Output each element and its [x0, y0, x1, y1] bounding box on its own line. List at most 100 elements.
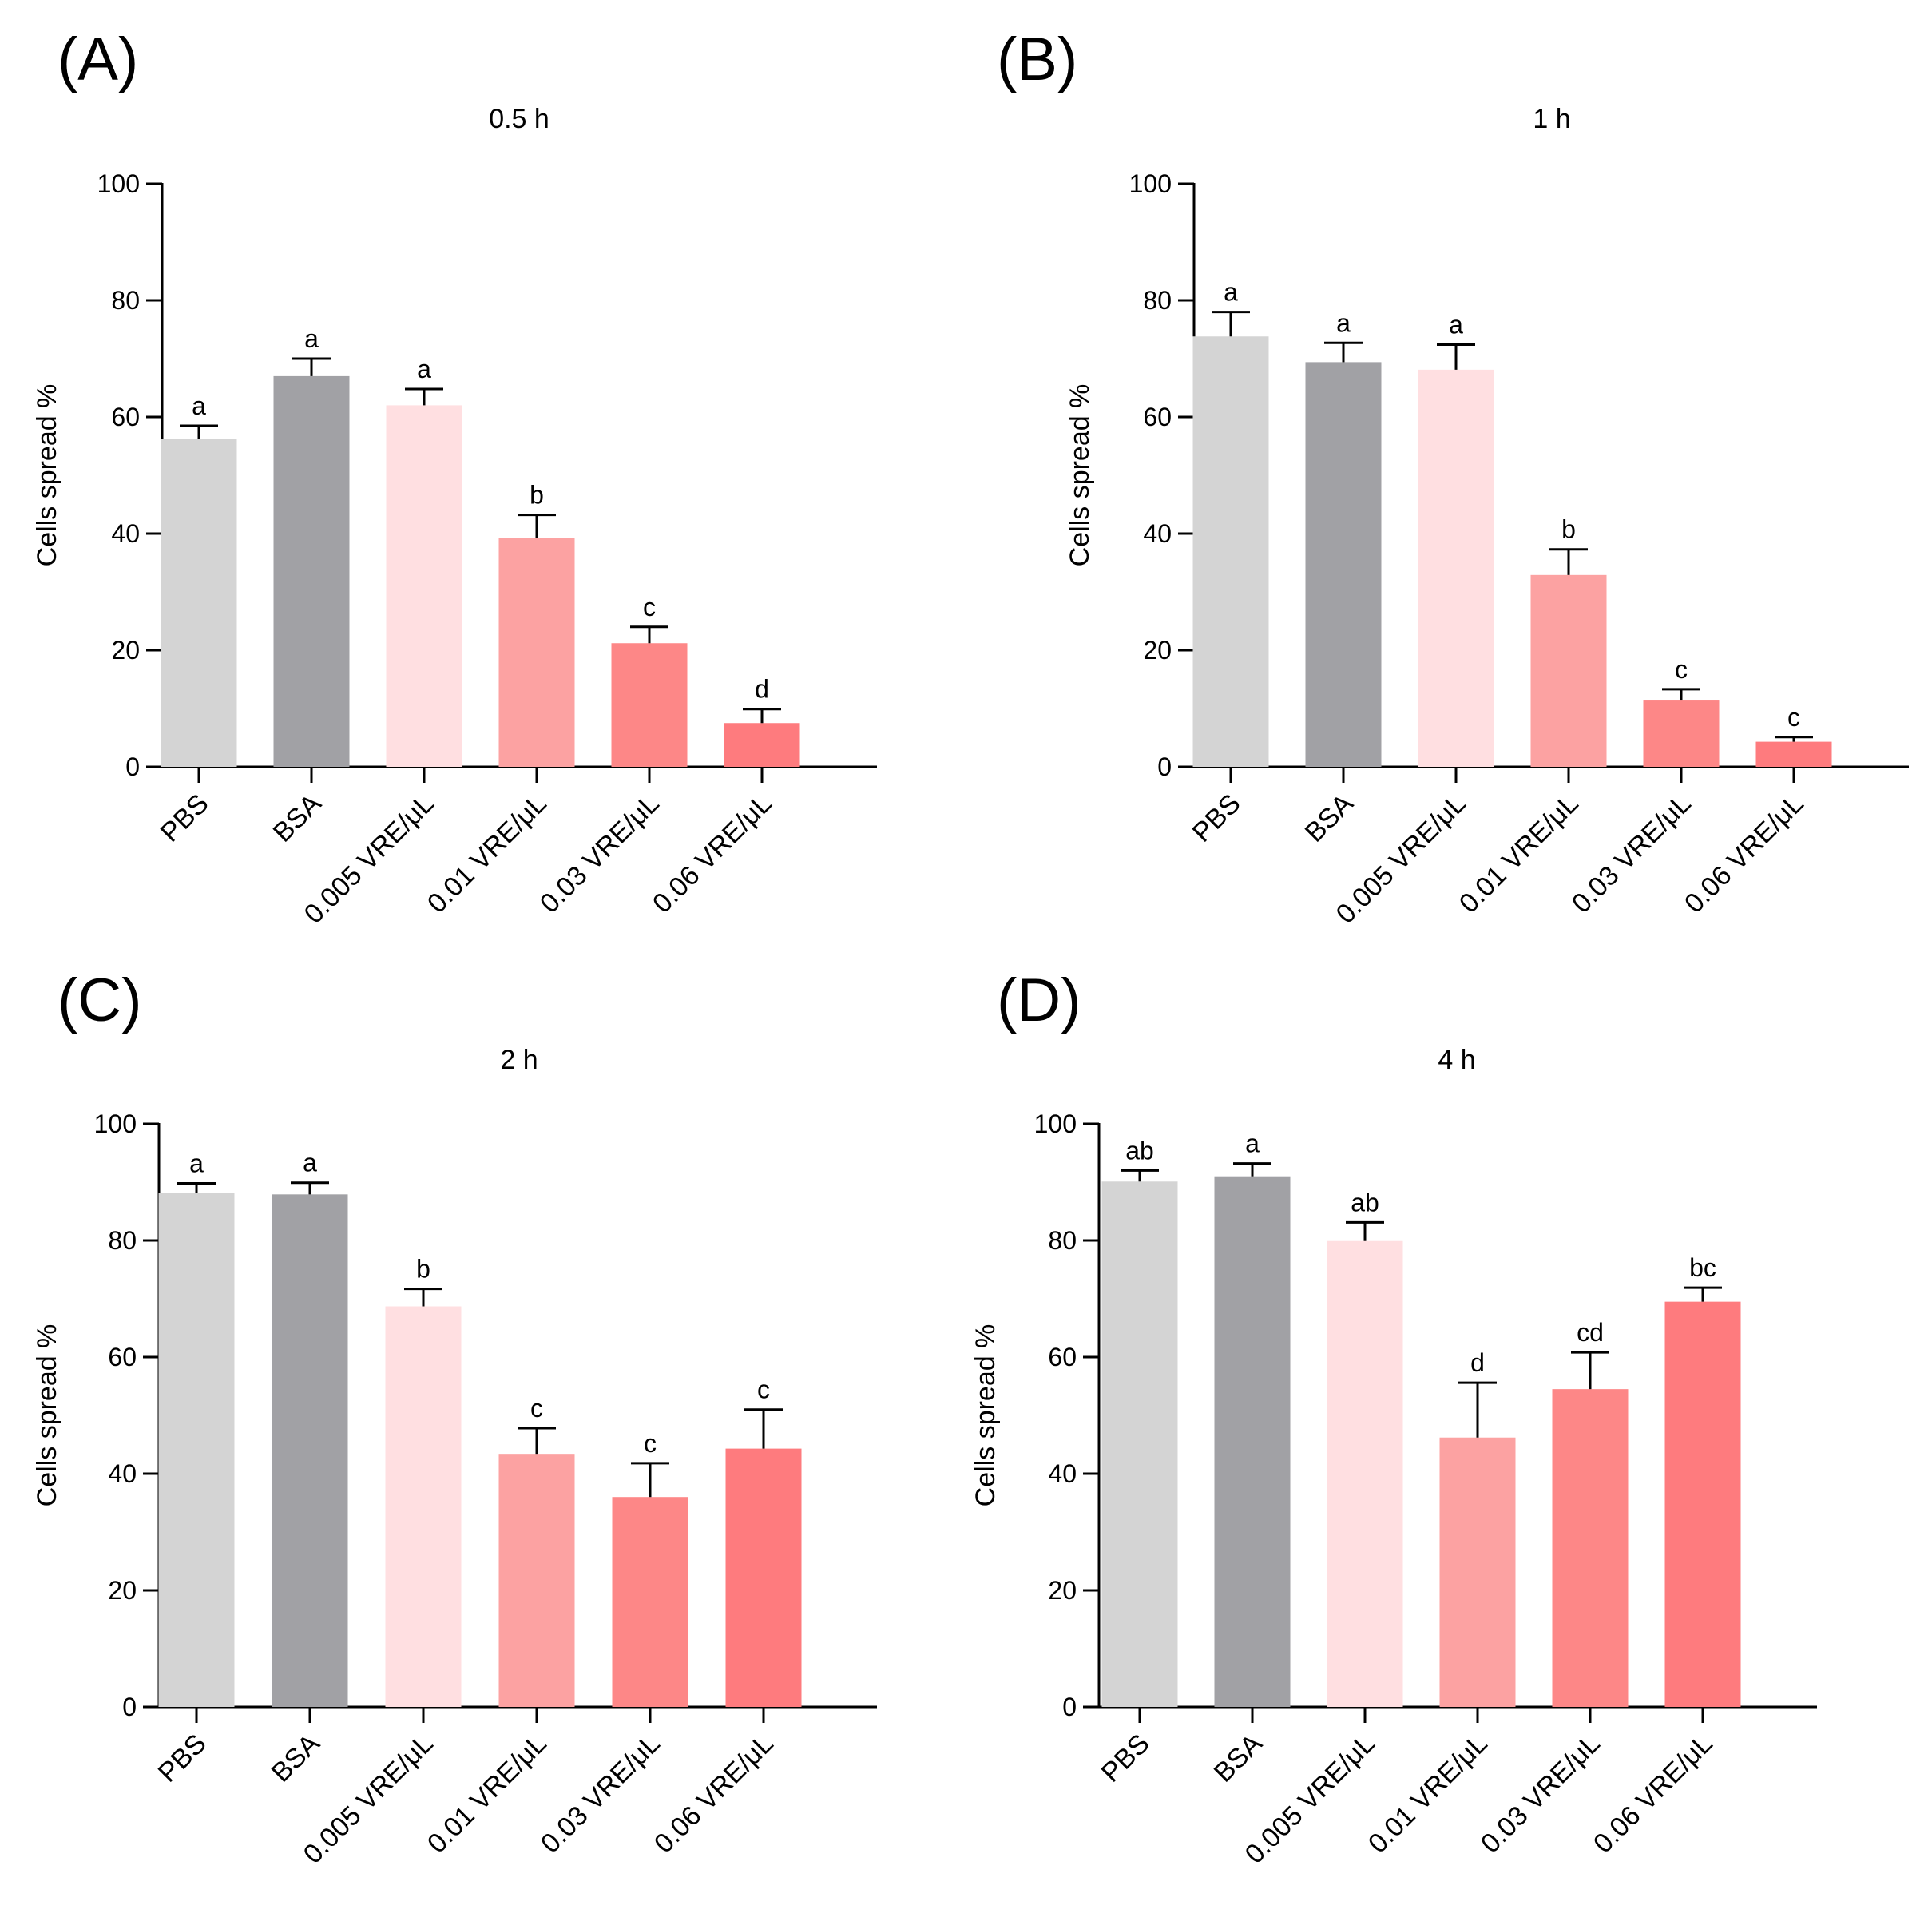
bar — [161, 439, 237, 767]
bar — [1418, 369, 1494, 767]
chart-panel-0: (A) 0.5 h Cells spread % 0 20 40 60 80 100 a PBS a B… — [32, 26, 877, 930]
y-tick-label: 60 — [111, 403, 140, 431]
significance-label: a — [189, 1149, 204, 1177]
chart-title: 1 h — [1533, 104, 1570, 134]
significance-label: a — [1245, 1129, 1260, 1158]
chart-title: 4 h — [1438, 1045, 1475, 1075]
bar — [1214, 1176, 1291, 1707]
bar — [1530, 574, 1607, 767]
y-axis-label: Cells spread % — [970, 1324, 1001, 1507]
significance-label: a — [1224, 278, 1238, 307]
significance-label: c — [530, 1394, 543, 1423]
y-tick-label: 0 — [1157, 752, 1172, 781]
bar — [1755, 741, 1832, 767]
y-tick-label: 100 — [94, 1109, 137, 1138]
y-tick-label: 20 — [108, 1576, 137, 1605]
y-tick-label: 40 — [111, 519, 140, 548]
category-label: 0.01 VRE/μL — [1454, 788, 1585, 919]
significance-label: d — [1470, 1348, 1485, 1377]
significance-label: c — [757, 1375, 770, 1404]
panel-letter: (B) — [997, 26, 1077, 93]
y-tick-label: 40 — [1143, 519, 1172, 548]
category-label: 0.03 VRE/μL — [1475, 1728, 1606, 1859]
significance-label: cd — [1577, 1318, 1604, 1347]
bar — [1305, 362, 1382, 767]
y-tick-label: 20 — [1048, 1576, 1077, 1605]
bar — [1327, 1240, 1403, 1707]
bar — [498, 538, 575, 767]
category-label: PBS — [1096, 1728, 1156, 1788]
category-label: 0.01 VRE/μL — [422, 788, 553, 919]
bar — [724, 723, 800, 767]
significance-label: b — [1561, 515, 1576, 544]
bar — [385, 1306, 462, 1707]
panel-letter: (A) — [58, 26, 138, 93]
bar — [1552, 1389, 1629, 1707]
significance-label: d — [755, 675, 769, 704]
y-tick-label: 60 — [1048, 1343, 1077, 1371]
y-tick-label: 40 — [108, 1459, 137, 1488]
category-label: 0.03 VRE/μL — [535, 1728, 666, 1859]
significance-label: c — [1675, 655, 1688, 684]
y-tick-label: 80 — [1048, 1226, 1077, 1255]
y-tick-label: 20 — [111, 636, 140, 665]
category-label: BSA — [1299, 788, 1359, 848]
bar — [158, 1193, 235, 1707]
y-tick-label: 40 — [1048, 1459, 1077, 1488]
significance-label: a — [1336, 308, 1351, 337]
y-tick-label: 0 — [1062, 1693, 1077, 1721]
bar — [725, 1448, 802, 1707]
significance-label: a — [1449, 310, 1463, 339]
chart-panel-1: (B) 1 h Cells spread % 0 20 40 60 80 100 a PBS a BSA… — [997, 26, 1909, 930]
significance-label: a — [303, 1149, 317, 1177]
y-tick-label: 0 — [122, 1693, 137, 1721]
category-label: 0.03 VRE/μL — [534, 788, 665, 919]
significance-label: ab — [1125, 1136, 1154, 1165]
y-axis-label: Cells spread % — [32, 384, 62, 567]
y-tick-label: 60 — [108, 1343, 137, 1371]
chart-title: 2 h — [500, 1045, 538, 1075]
significance-label: a — [417, 355, 431, 383]
y-tick-label: 80 — [111, 286, 140, 315]
category-label: 0.01 VRE/μL — [1363, 1728, 1494, 1859]
bar — [1664, 1301, 1741, 1707]
y-tick-label: 60 — [1143, 403, 1172, 431]
y-tick-label: 100 — [1034, 1109, 1077, 1138]
y-axis-label: Cells spread % — [1065, 384, 1095, 567]
category-label: 0.06 VRE/μL — [1588, 1728, 1719, 1859]
category-label: 0.01 VRE/μL — [422, 1728, 553, 1859]
significance-label: b — [416, 1255, 430, 1284]
chart-panel-2: (C) 2 h Cells spread % 0 20 40 60 80 100 a PBS a BSA… — [32, 966, 877, 1870]
y-tick-label: 100 — [1129, 169, 1172, 198]
category-label: 0.06 VRE/μL — [647, 788, 778, 919]
bar — [1643, 700, 1720, 767]
bar — [386, 405, 462, 767]
bar — [1101, 1181, 1178, 1707]
chart-title: 0.5 h — [489, 104, 549, 134]
bar — [611, 643, 688, 767]
significance-label: bc — [1689, 1253, 1716, 1282]
panel-letter: (D) — [997, 966, 1081, 1034]
bar — [273, 375, 350, 767]
category-label: BSA — [266, 1728, 326, 1788]
chart-panel-3: (D) 4 h Cells spread % 0 20 40 60 80 100 ab PBS a BS… — [970, 966, 1817, 1870]
significance-label: b — [530, 481, 544, 510]
category-label: PBS — [1187, 788, 1247, 848]
category-label: PBS — [153, 1728, 212, 1788]
y-tick-label: 80 — [1143, 286, 1172, 315]
bar — [1439, 1437, 1516, 1707]
panel-letter: (C) — [58, 966, 142, 1034]
y-tick-label: 80 — [108, 1226, 137, 1255]
y-axis-label: Cells spread % — [32, 1324, 62, 1507]
significance-label: ab — [1351, 1188, 1379, 1216]
bar — [272, 1194, 348, 1707]
bar — [1192, 336, 1269, 767]
bar — [612, 1497, 688, 1707]
category-label: PBS — [155, 788, 215, 848]
category-label: 0.06 VRE/μL — [1679, 788, 1810, 919]
category-label: 0.06 VRE/μL — [649, 1728, 780, 1859]
y-tick-label: 100 — [97, 169, 140, 198]
y-tick-label: 20 — [1143, 636, 1172, 665]
significance-label: c — [644, 1429, 657, 1458]
